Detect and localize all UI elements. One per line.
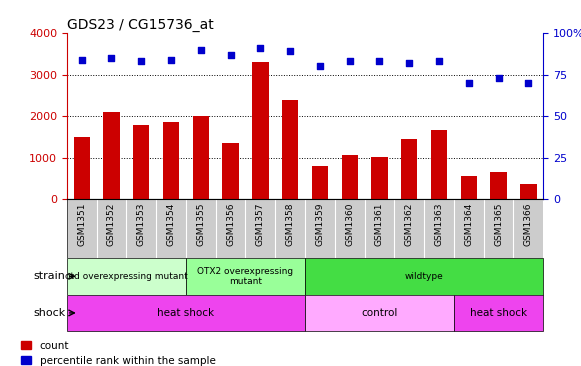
Text: GSM1361: GSM1361 <box>375 202 384 246</box>
Point <box>77 57 87 63</box>
Bar <box>461 176 477 199</box>
Text: heat shock: heat shock <box>157 308 214 318</box>
Bar <box>431 130 447 199</box>
Point <box>107 55 116 61</box>
Bar <box>305 295 454 331</box>
Text: GSM1364: GSM1364 <box>464 202 474 246</box>
Text: GSM1356: GSM1356 <box>226 202 235 246</box>
Text: otd overexpressing mutant: otd overexpressing mutant <box>65 272 188 281</box>
Text: shock: shock <box>33 308 65 318</box>
Text: GSM1366: GSM1366 <box>524 202 533 246</box>
Point <box>166 57 175 63</box>
Text: control: control <box>361 308 397 318</box>
Text: GSM1353: GSM1353 <box>137 202 146 246</box>
Bar <box>520 184 536 199</box>
Point <box>256 45 265 51</box>
Bar <box>490 172 507 199</box>
Bar <box>67 295 305 331</box>
Point <box>464 80 474 86</box>
Text: OTX2 overexpressing
mutant: OTX2 overexpressing mutant <box>198 266 293 286</box>
Point <box>226 52 235 57</box>
Text: GSM1362: GSM1362 <box>405 202 414 246</box>
Text: GSM1352: GSM1352 <box>107 202 116 246</box>
Bar <box>193 116 209 199</box>
Point <box>285 48 295 54</box>
Bar <box>312 166 328 199</box>
Text: GSM1357: GSM1357 <box>256 202 265 246</box>
Bar <box>252 62 268 199</box>
Bar <box>163 123 179 199</box>
Bar <box>223 143 239 199</box>
Text: wildtype: wildtype <box>405 272 443 281</box>
Point <box>375 58 384 64</box>
Point <box>196 46 206 52</box>
Bar <box>103 112 120 199</box>
Text: GSM1351: GSM1351 <box>77 202 86 246</box>
Point <box>137 58 146 64</box>
Text: GSM1360: GSM1360 <box>345 202 354 246</box>
Bar <box>133 126 149 199</box>
Point <box>494 75 503 81</box>
Text: strain: strain <box>34 271 65 281</box>
Point <box>345 58 354 64</box>
Text: GSM1354: GSM1354 <box>167 202 175 246</box>
Text: GSM1365: GSM1365 <box>494 202 503 246</box>
Bar <box>305 258 543 295</box>
Text: heat shock: heat shock <box>470 308 527 318</box>
Legend: count, percentile rank within the sample: count, percentile rank within the sample <box>17 336 220 366</box>
Bar <box>186 258 305 295</box>
Text: GSM1363: GSM1363 <box>435 202 443 246</box>
Point <box>523 80 533 86</box>
Bar <box>67 258 186 295</box>
Text: GSM1359: GSM1359 <box>315 202 324 246</box>
Text: GDS23 / CG15736_at: GDS23 / CG15736_at <box>67 18 214 32</box>
Point <box>315 63 325 69</box>
Bar <box>74 138 90 199</box>
Point <box>435 58 444 64</box>
Bar <box>401 139 417 199</box>
Text: GSM1358: GSM1358 <box>286 202 295 246</box>
Bar <box>371 157 388 199</box>
Point <box>404 60 414 66</box>
Bar <box>282 100 298 199</box>
Text: GSM1355: GSM1355 <box>196 202 205 246</box>
Bar <box>454 295 543 331</box>
Bar <box>342 155 358 199</box>
